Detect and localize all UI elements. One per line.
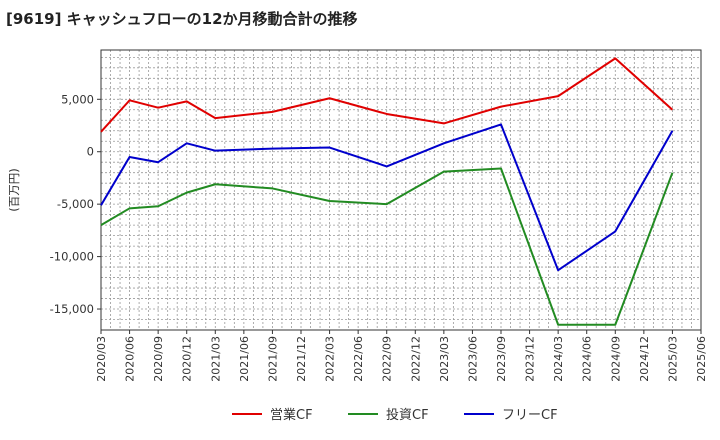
chart-title: [9619] キャッシュフローの12か月移動合計の推移 bbox=[6, 10, 358, 28]
x-tick-label: 2025/06 bbox=[695, 336, 708, 382]
legend-label-1: 営業CF bbox=[270, 407, 313, 423]
legend-label-3: フリーCF bbox=[502, 408, 558, 423]
x-tick-label: 2023/06 bbox=[466, 336, 479, 382]
x-tick-label: 2020/03 bbox=[95, 336, 108, 382]
x-tick-label: 2021/09 bbox=[266, 336, 279, 382]
x-tick-label: 2020/12 bbox=[181, 336, 194, 382]
x-tick-label: 2023/12 bbox=[524, 336, 537, 382]
x-tick-label: 2022/09 bbox=[381, 336, 394, 382]
x-tick-label: 2023/09 bbox=[495, 336, 508, 382]
x-tick-label: 2020/09 bbox=[152, 336, 165, 382]
legend-label-2: 投資CF bbox=[386, 407, 429, 423]
y-tick-label: 5,000 bbox=[61, 92, 94, 106]
y-tick-label: -10,000 bbox=[50, 250, 94, 264]
x-tick-label: 2021/06 bbox=[238, 336, 251, 382]
x-tick-label: 2024/12 bbox=[638, 336, 651, 382]
x-tick-label: 2021/12 bbox=[295, 336, 308, 382]
x-tick-label: 2020/06 bbox=[124, 336, 137, 382]
x-tick-label: 2024/06 bbox=[581, 336, 594, 382]
y-axis-label: (百万円) bbox=[7, 168, 21, 211]
y-tick-label: 0 bbox=[87, 145, 94, 159]
series-line-3 bbox=[100, 123, 674, 272]
plot-area bbox=[101, 50, 701, 330]
x-tick-label: 2022/12 bbox=[409, 336, 422, 382]
series-line-1 bbox=[100, 57, 674, 133]
x-tick-label: 2024/03 bbox=[552, 336, 565, 382]
x-tick-label: 2022/06 bbox=[352, 336, 365, 382]
series-line-2 bbox=[100, 167, 674, 326]
y-tick-label: -5,000 bbox=[57, 197, 94, 211]
x-tick-label: 2022/03 bbox=[324, 336, 337, 382]
x-tick-label: 2024/09 bbox=[609, 336, 622, 382]
x-tick-label: 2023/03 bbox=[438, 336, 451, 382]
x-tick-label: 2025/03 bbox=[666, 336, 679, 382]
y-tick-label: -15,000 bbox=[50, 302, 94, 316]
plot-border bbox=[100, 49, 702, 331]
x-tick-label: 2021/03 bbox=[209, 336, 222, 382]
